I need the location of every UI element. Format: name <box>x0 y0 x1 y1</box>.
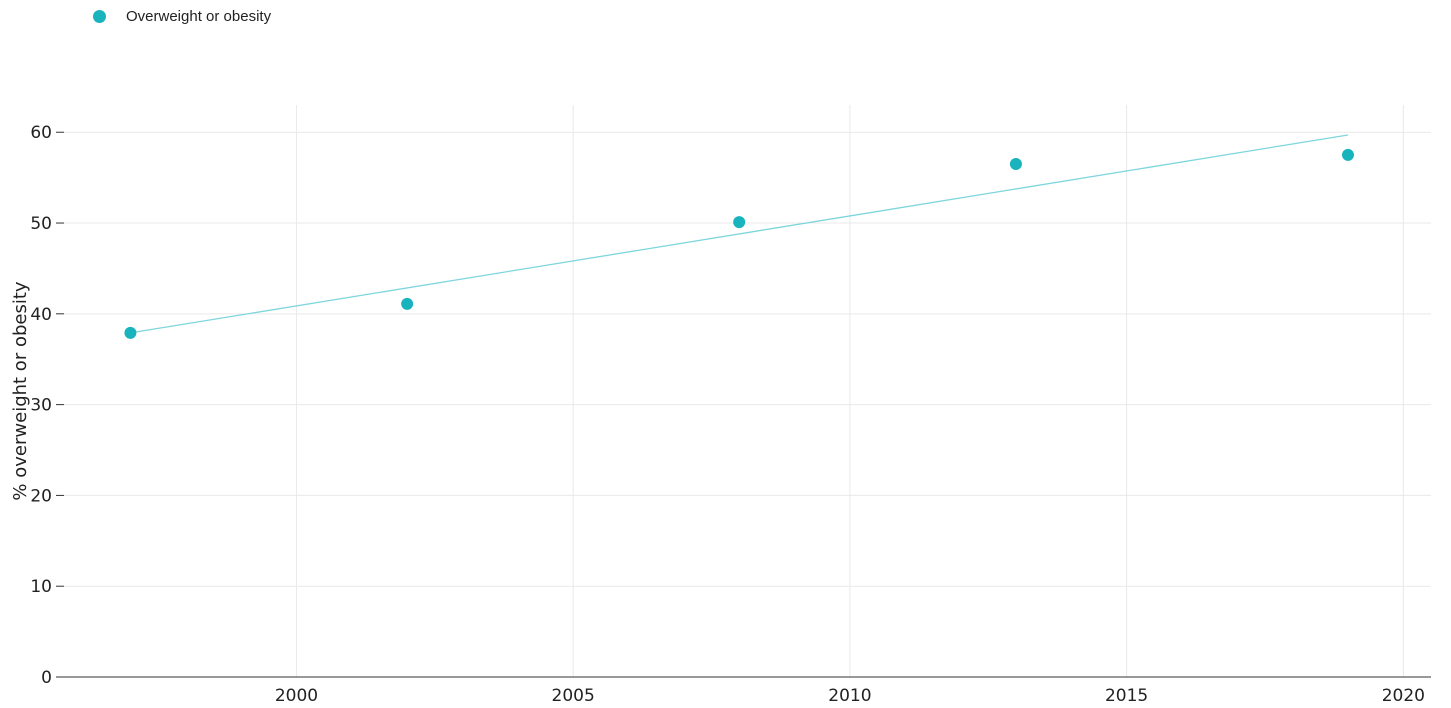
point-layer <box>124 148 1354 339</box>
grid-layer <box>64 105 1431 677</box>
y-axis-label: % overweight or obesity <box>10 281 31 500</box>
label-layer: 0 10 20 30 40 50 60 2000 2005 2010 2015 2020 % overw… <box>10 123 1425 706</box>
data-point <box>124 326 137 339</box>
data-point <box>1341 148 1354 161</box>
legend-label: Overweight or obesity <box>126 8 272 25</box>
y-tick-label: 20 <box>30 486 52 506</box>
legend-swatch-icon <box>93 10 106 23</box>
y-tick-label: 60 <box>30 123 52 143</box>
x-tick-label: 2015 <box>1105 686 1148 706</box>
axis-layer <box>56 131 1431 678</box>
x-tick-label: 2000 <box>275 686 318 706</box>
y-tick-label: 30 <box>30 396 52 416</box>
data-point <box>1009 158 1022 171</box>
trendline <box>130 134 1349 334</box>
legend: Overweight or obesity <box>93 8 271 25</box>
trendline-layer <box>130 134 1349 334</box>
x-tick-label: 2010 <box>828 686 871 706</box>
y-tick-label: 40 <box>30 305 52 325</box>
x-tick-label: 2005 <box>552 686 595 706</box>
y-tick-label: 50 <box>30 214 52 234</box>
y-tick-label: 0 <box>41 668 52 688</box>
data-point <box>401 297 414 310</box>
data-point <box>733 216 746 229</box>
y-tick-label: 10 <box>30 577 52 597</box>
x-tick-label: 2020 <box>1382 686 1425 706</box>
